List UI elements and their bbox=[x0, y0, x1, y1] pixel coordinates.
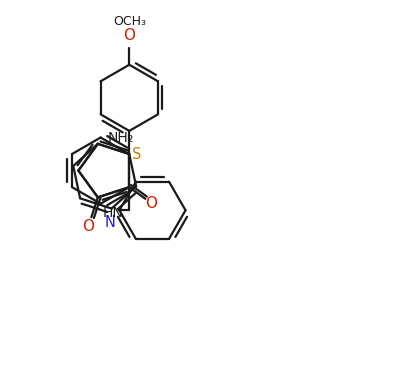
Text: O: O bbox=[123, 28, 135, 43]
Text: OCH₃: OCH₃ bbox=[113, 15, 146, 28]
Text: NH₂: NH₂ bbox=[107, 131, 134, 145]
Text: O: O bbox=[145, 196, 158, 211]
Text: S: S bbox=[132, 147, 141, 162]
Text: O: O bbox=[82, 219, 94, 234]
Text: N: N bbox=[104, 215, 115, 231]
Text: HN: HN bbox=[103, 206, 124, 220]
